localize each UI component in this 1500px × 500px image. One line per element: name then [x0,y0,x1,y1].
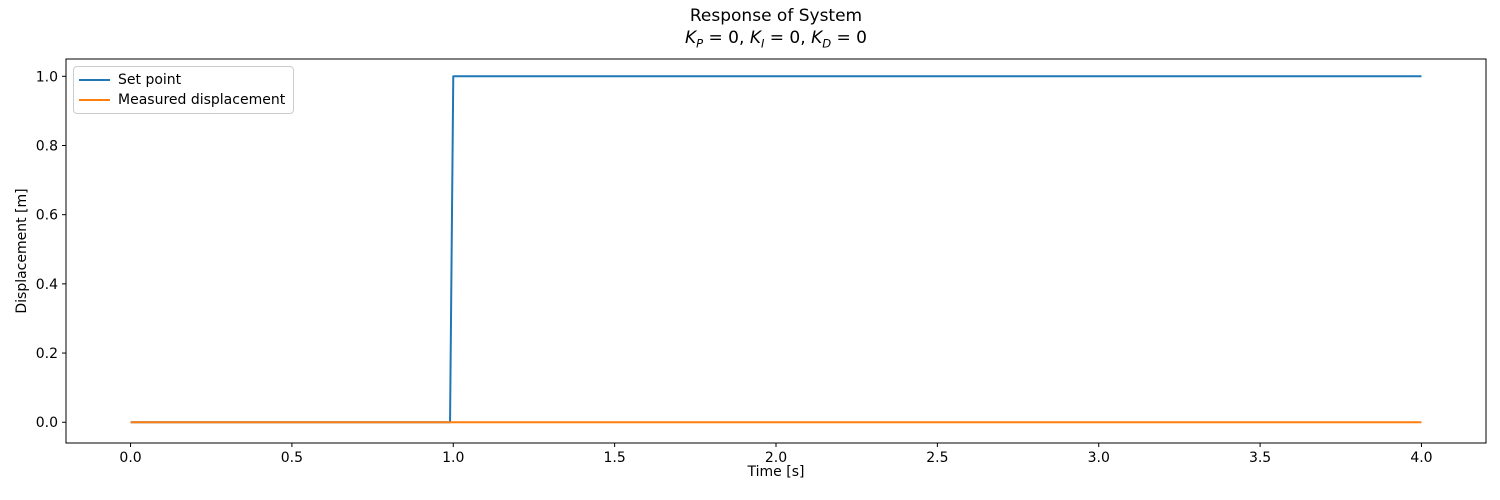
subtitle-segment: = 0, [764,28,812,48]
y-tick-label: 0.4 [36,277,58,293]
subtitle-sub-p: P [696,36,704,51]
x-tick-label: 0.0 [119,450,141,466]
y-tick-label: 0.6 [36,208,58,224]
x-tick-label: 0.5 [281,450,303,466]
y-axis-label: Displacement [m] [14,188,30,314]
subtitle-segment: = 0, [703,28,750,48]
legend-label: Measured displacement [118,92,286,108]
x-tick-label: 2.0 [765,450,787,466]
y-tick-label: 0.2 [36,346,58,362]
x-tick-label: 4.0 [1410,450,1432,466]
x-tick-label: 1.5 [604,450,626,466]
legend-line-sample-orange [79,99,110,101]
x-tick-label: 1.0 [442,450,464,466]
chart-subtitle: KP = 0, KI = 0, KD = 0 [66,28,1486,54]
x-tick-label: 3.5 [1249,450,1271,466]
legend-line-sample-blue [79,79,110,81]
x-tick-label: 3.0 [1088,450,1110,466]
subtitle-var-kp: K [685,28,697,48]
x-tick-label: 2.5 [926,450,948,466]
subtitle-var-kd: K [811,28,823,48]
y-tick-label: 1.0 [36,69,58,85]
chart-title: Response of System [689,6,863,26]
subtitle-sub-d: D [822,36,832,51]
x-axis-label: Time [s] [747,464,805,480]
legend-label: Set point [118,72,182,88]
subtitle-var-ki: K [749,28,761,48]
subtitle-segment: = 0 [831,28,867,48]
chart-title-block: Response of System KP = 0, KI = 0, KD = … [66,5,1486,54]
subtitle-sub-i: I [760,36,765,51]
y-tick-label: 0.0 [36,415,58,431]
series-line-set-point [130,75,1422,424]
legend-item-measured-displacement: Measured displacement [79,90,285,110]
legend-item-set-point: Set point [79,70,285,90]
y-tick-label: 0.8 [36,138,58,154]
axes-frame [65,58,1487,444]
legend: Set point Measured displacement [73,66,295,114]
